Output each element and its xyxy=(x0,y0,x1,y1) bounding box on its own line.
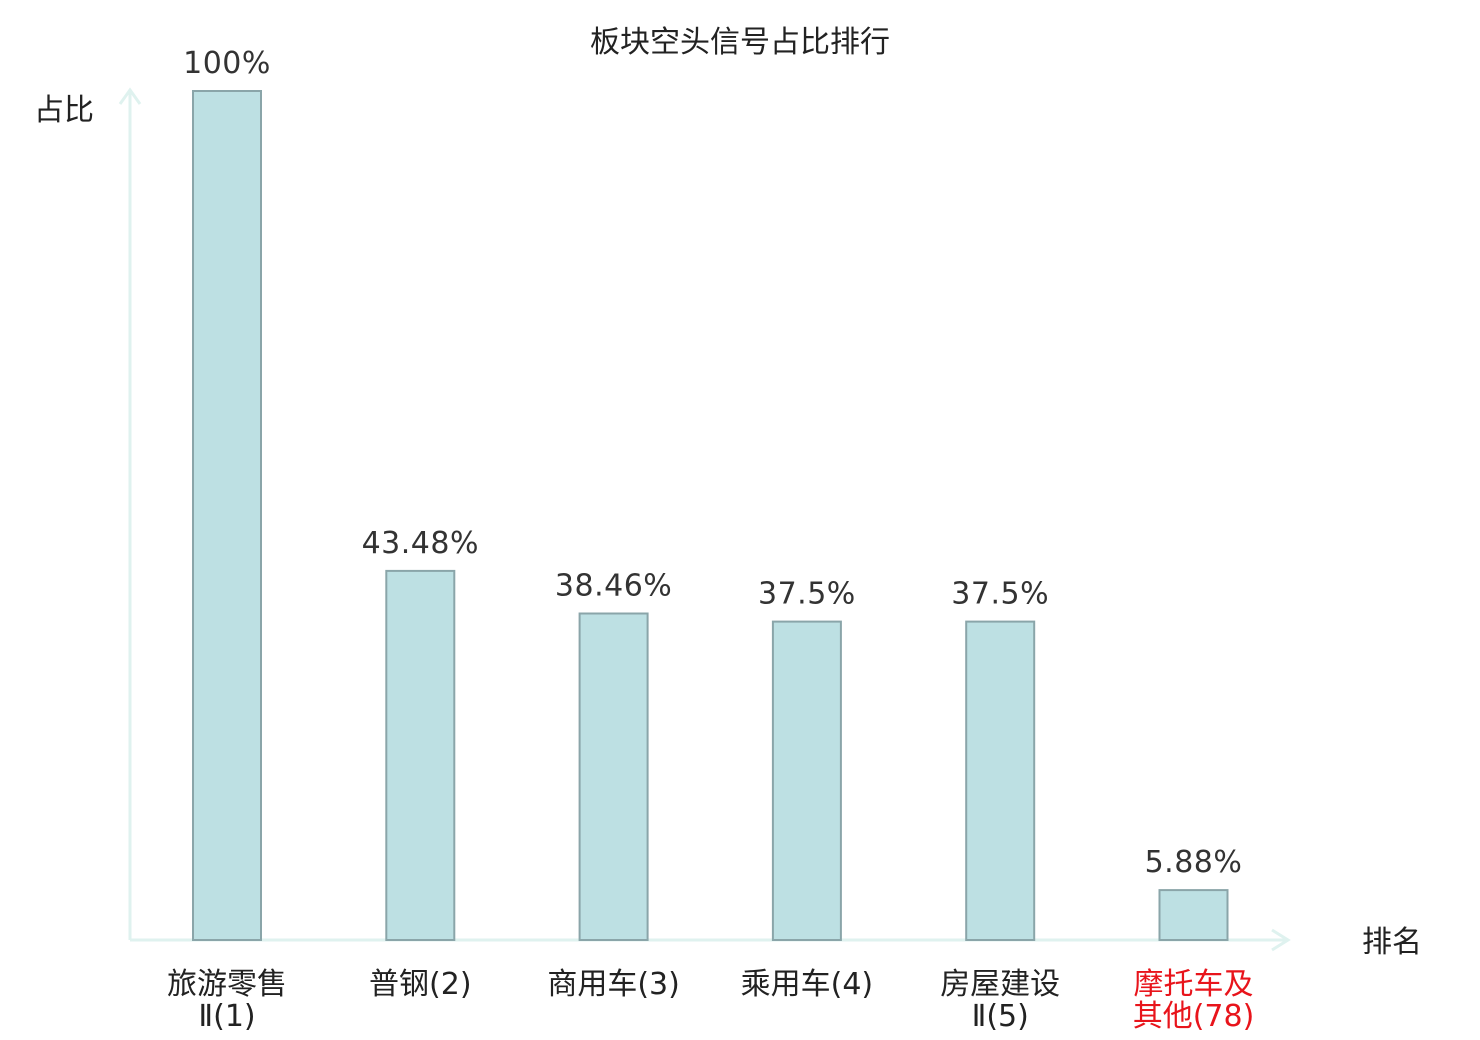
axes xyxy=(118,87,1291,952)
category-label-1-line-2: Ⅱ(1) xyxy=(198,999,255,1034)
bar-4 xyxy=(771,620,842,941)
category-label-3-line-1: 商用车(3) xyxy=(547,967,680,1002)
y-axis-label: 占比 xyxy=(34,93,94,128)
value-label-5: 37.5% xyxy=(951,577,1049,612)
category-label-1-line-1: 旅游零售 xyxy=(167,967,287,1002)
bar-6 xyxy=(1158,889,1229,941)
bars xyxy=(192,90,1229,942)
category-label-4-line-1: 乘用车(4) xyxy=(741,967,874,1002)
bar-2 xyxy=(385,569,456,942)
chart-title: 板块空头信号占比排行 xyxy=(590,25,890,60)
value-label-6: 5.88% xyxy=(1145,845,1243,880)
category-label-6-line-2: 其他(78) xyxy=(1133,999,1255,1034)
value-labels: 100% 43.48% 38.46% 37.5% 37.5% 5.88% xyxy=(183,46,1242,880)
bar-5 xyxy=(965,620,1036,941)
bar-3 xyxy=(578,612,649,941)
category-label-5-line-1: 房屋建设 xyxy=(940,967,1060,1002)
value-label-4: 37.5% xyxy=(758,577,856,612)
y-axis-arrow xyxy=(118,87,142,105)
bar-1 xyxy=(192,90,262,941)
x-axis-label: 排名 xyxy=(1362,925,1422,960)
category-label-5-line-2: Ⅱ(5) xyxy=(972,999,1029,1034)
value-label-1: 100% xyxy=(183,46,271,81)
category-label-6-line-1: 摩托车及 xyxy=(1134,967,1254,1002)
value-label-3: 38.46% xyxy=(555,569,672,604)
category-label-2-line-1: 普钢(2) xyxy=(369,967,472,1002)
x-axis-arrow xyxy=(1271,928,1291,952)
value-label-2: 43.48% xyxy=(362,526,479,561)
